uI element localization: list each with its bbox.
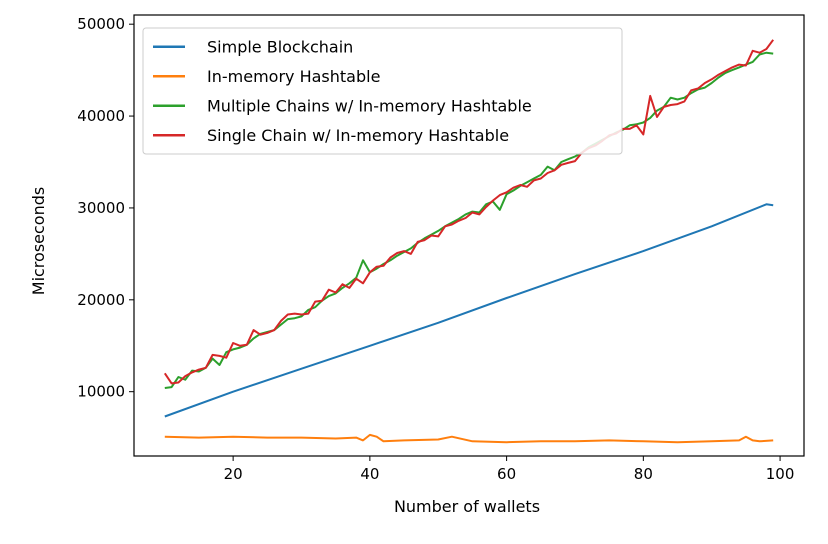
legend-label-1: Simple Blockchain <box>207 37 353 56</box>
x-tick-label: 80 <box>634 465 653 483</box>
axes: 20 40 60 80 100 10000 20000 30000 40000 50000 <box>77 14 805 483</box>
y-tick-label: 30000 <box>77 199 125 217</box>
legend-label-4: Single Chain w/ In-memory Hashtable <box>207 126 509 145</box>
series-line-4 <box>163 39 775 385</box>
legend-label-2: In-memory Hashtable <box>207 67 380 86</box>
series-line-1 <box>164 203 774 418</box>
series-line-2 <box>164 433 774 444</box>
y-tick-label: 40000 <box>77 107 125 125</box>
x-tick-label: 60 <box>497 465 516 483</box>
x-tick-label: 100 <box>766 465 795 483</box>
legend-box <box>142 27 623 155</box>
y-axis-label: Microseconds <box>29 187 48 295</box>
y-tick-label: 50000 <box>77 15 125 33</box>
legend: Simple Blockchain In-memory Hashtable Mult… <box>142 27 623 155</box>
plot-area <box>163 39 775 444</box>
y-tick-label: 10000 <box>77 383 125 401</box>
x-tick-label: 40 <box>360 465 379 483</box>
x-tick-label: 20 <box>224 465 243 483</box>
legend-label-3: Multiple Chains w/ In-memory Hashtable <box>207 96 532 115</box>
axes-frame <box>133 14 805 457</box>
y-tick-label: 20000 <box>77 291 125 309</box>
x-axis-label: Number of wallets <box>394 497 540 516</box>
